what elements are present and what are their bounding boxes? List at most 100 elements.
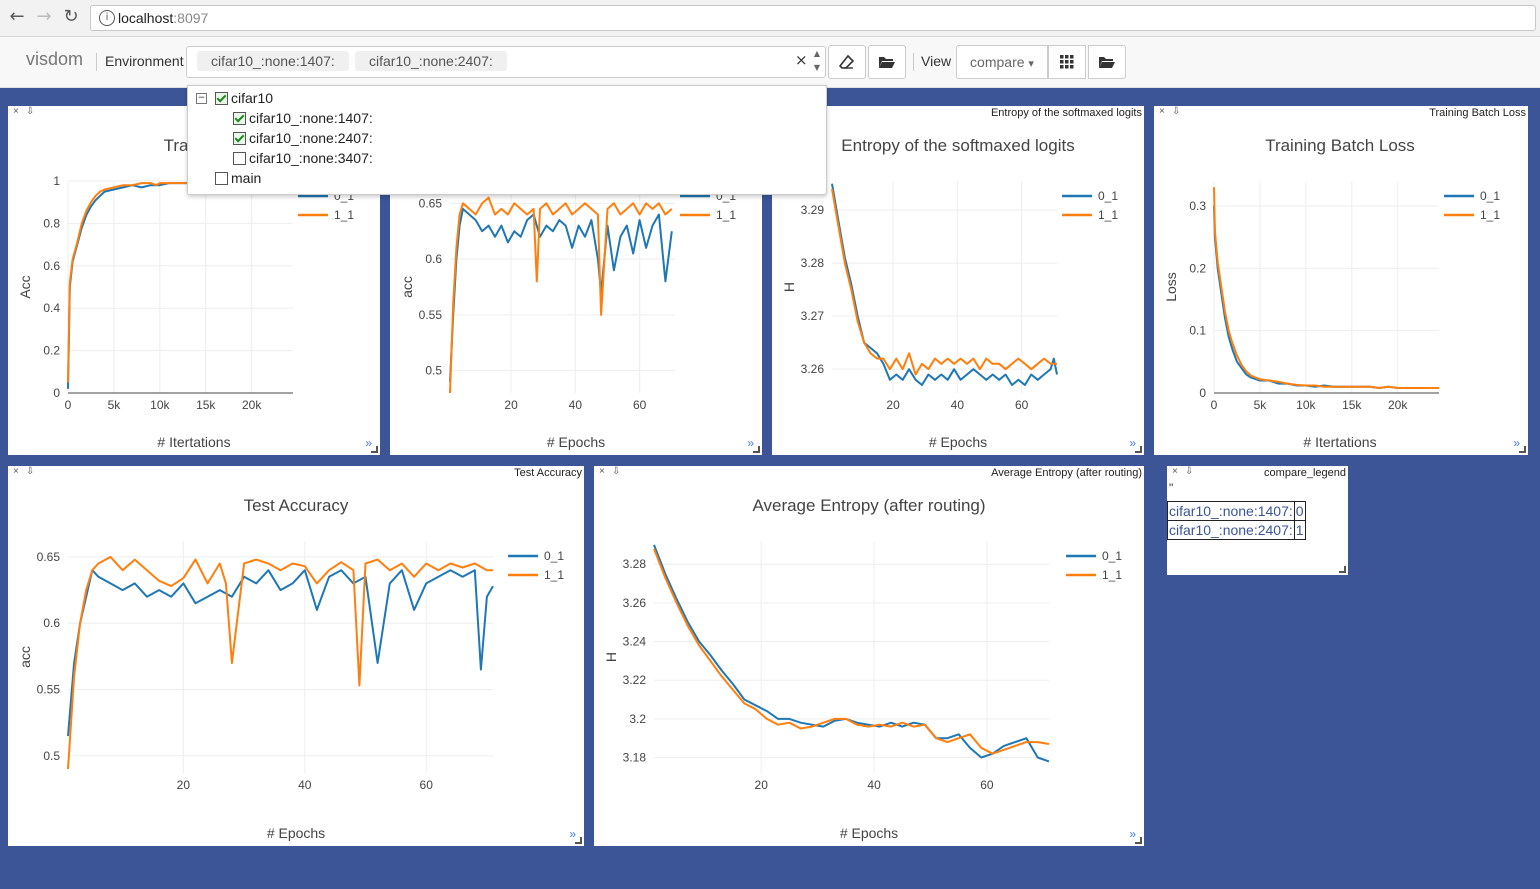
env-chip[interactable]: cifar10_:none:2407: bbox=[355, 51, 507, 71]
x-axis-label: # Epochs bbox=[840, 825, 898, 841]
close-icon[interactable]: × bbox=[13, 466, 19, 477]
collapse-icon[interactable]: − bbox=[196, 92, 207, 104]
close-icon[interactable]: × bbox=[1172, 466, 1178, 477]
tree-label: cifar10_:none:1407: bbox=[249, 110, 373, 126]
spinner-icon[interactable]: ▲ ▼ bbox=[813, 49, 821, 72]
resize-handle[interactable] bbox=[371, 446, 378, 453]
tree-item-main[interactable]: main bbox=[215, 169, 261, 187]
info-icon[interactable]: i bbox=[99, 10, 115, 26]
series-line-1_1 bbox=[449, 196, 673, 394]
x-tick-label: 60 bbox=[420, 778, 434, 792]
checkbox-checked-icon[interactable] bbox=[215, 91, 228, 105]
environment-label: Environment bbox=[105, 53, 184, 69]
y-tick-label: 0.6 bbox=[43, 616, 60, 630]
divider bbox=[913, 53, 914, 71]
address-bar[interactable]: i localhost:8097 bbox=[90, 5, 1536, 31]
tree-label: cifar10 bbox=[231, 90, 274, 106]
env-chip[interactable]: cifar10_:none:1407: bbox=[197, 51, 349, 71]
expand-icon[interactable]: » bbox=[747, 436, 754, 450]
forward-icon[interactable]: → bbox=[36, 6, 52, 27]
clear-icon[interactable]: × bbox=[795, 51, 808, 69]
eraser-icon bbox=[838, 54, 855, 69]
compare-legend-pane[interactable]: × ⇩ compare_legend " cifar10_:none:1407:… bbox=[1167, 466, 1348, 575]
expand-icon[interactable]: » bbox=[569, 827, 576, 841]
close-icon[interactable]: × bbox=[599, 466, 605, 477]
close-icon[interactable]: × bbox=[1159, 106, 1165, 117]
expand-icon[interactable]: » bbox=[1129, 436, 1136, 450]
checkbox-icon[interactable] bbox=[215, 171, 228, 185]
tree-label: cifar10_:none:3407: bbox=[249, 150, 373, 166]
x-tick-label: 20k bbox=[242, 398, 262, 412]
y-tick-label: 0.3 bbox=[1189, 199, 1206, 213]
divider bbox=[96, 53, 97, 71]
expand-icon[interactable]: » bbox=[1513, 436, 1520, 450]
series-line-1_1 bbox=[653, 548, 1050, 755]
legend-label: 1_1 bbox=[1480, 208, 1500, 222]
x-tick-label: 20 bbox=[755, 778, 769, 792]
view-folder-button[interactable] bbox=[1088, 45, 1126, 79]
download-icon[interactable]: ⇩ bbox=[1172, 106, 1181, 117]
reload-icon[interactable]: ↻ bbox=[63, 6, 79, 27]
table-row: cifar10_:none:1407: 0 bbox=[1167, 501, 1306, 521]
plot-pane-test-acc[interactable]: × ⇩ Test Accuracy 20 40 60 0.5 0.55 0.6 0.65 Test … bbox=[8, 466, 584, 846]
x-tick-label: 0 bbox=[1211, 398, 1218, 412]
series-line-0_1 bbox=[831, 183, 1058, 386]
eraser-button[interactable] bbox=[828, 45, 866, 79]
chart-title: Training Batch Loss bbox=[1265, 136, 1415, 155]
checkbox-icon[interactable] bbox=[233, 151, 246, 165]
y-tick-label: 3.2 bbox=[629, 712, 646, 726]
tree-item-env[interactable]: cifar10_:none:1407: bbox=[233, 109, 373, 127]
brand-logo[interactable]: visdom bbox=[26, 49, 84, 69]
expand-icon[interactable]: » bbox=[365, 436, 372, 450]
series-line-1_1 bbox=[831, 188, 1057, 376]
legend-label: 1_1 bbox=[1102, 568, 1122, 582]
resize-handle[interactable] bbox=[753, 446, 760, 453]
series-line-0_1 bbox=[67, 182, 289, 389]
x-tick-label: 60 bbox=[1015, 398, 1029, 412]
grid-layout-button[interactable] bbox=[1048, 45, 1086, 79]
download-icon[interactable]: ⇩ bbox=[1185, 466, 1194, 477]
x-tick-label: 15k bbox=[1342, 398, 1362, 412]
plot-pane-batch-loss[interactable]: × ⇩ Training Batch Loss 0 5k 10k 15k 20k 0 0.1 0.2… bbox=[1154, 106, 1528, 455]
tree-item-env[interactable]: cifar10_:none:2407: bbox=[233, 129, 373, 147]
download-icon[interactable]: ⇩ bbox=[26, 106, 35, 117]
pane-title: Training Batch Loss bbox=[1429, 107, 1526, 119]
pane-title: compare_legend bbox=[1264, 467, 1346, 479]
expand-icon[interactable]: » bbox=[1129, 827, 1136, 841]
tree-item-env[interactable]: cifar10_:none:3407: bbox=[233, 149, 373, 167]
legend-env: cifar10_:none:2407: bbox=[1167, 520, 1295, 540]
pane-title: Entropy of the softmaxed logits bbox=[990, 107, 1142, 119]
view-select[interactable]: compare ▾ bbox=[956, 45, 1048, 79]
download-icon[interactable]: ⇩ bbox=[612, 466, 621, 477]
plot-pane-entropy-logits[interactable]: ×⇩Entropy of the softmaxed logits2040603… bbox=[772, 106, 1144, 455]
tree-group-cifar10[interactable]: − cifar10 bbox=[196, 89, 273, 107]
legend-label: 0_1 bbox=[1098, 189, 1118, 203]
resize-handle[interactable] bbox=[1519, 446, 1526, 453]
environment-select[interactable]: cifar10_:none:1407: cifar10_:none:2407: … bbox=[186, 46, 826, 78]
line-chart: 20 40 60 3.26 3.27 3.28 3.29 Entropy of the sof… bbox=[781, 136, 1118, 450]
series-line-1_1 bbox=[67, 555, 493, 770]
y-tick-label: 0 bbox=[53, 386, 60, 400]
y-tick-label: 0.55 bbox=[37, 682, 61, 696]
resize-handle[interactable] bbox=[1339, 566, 1346, 573]
y-tick-label: 3.26 bbox=[801, 362, 825, 376]
resize-handle[interactable] bbox=[575, 837, 582, 844]
back-icon[interactable]: ← bbox=[9, 6, 25, 27]
open-folder-button[interactable] bbox=[868, 45, 906, 79]
download-icon[interactable]: ⇩ bbox=[26, 466, 35, 477]
plot-pane-avg-entropy[interactable]: × ⇩ Average Entropy (after routing) 20 40 60 3… bbox=[594, 466, 1144, 846]
resize-handle[interactable] bbox=[1135, 446, 1142, 453]
y-tick-label: 0.6 bbox=[43, 259, 60, 273]
x-tick-label: 10k bbox=[150, 398, 170, 412]
tree-label: main bbox=[231, 170, 262, 186]
close-icon[interactable]: × bbox=[13, 106, 19, 117]
checkbox-checked-icon[interactable] bbox=[233, 111, 246, 125]
x-tick-label: 20k bbox=[1388, 398, 1408, 412]
line-chart: 20 40 60 0.5 0.55 0.6 0.65 Test Accuracy # Epoch… bbox=[17, 496, 564, 841]
legend-quote: " bbox=[1169, 481, 1174, 495]
resize-handle[interactable] bbox=[1135, 837, 1142, 844]
series-line-0_1 bbox=[1213, 205, 1439, 389]
x-tick-label: 5k bbox=[1254, 398, 1268, 412]
legend-label: 1_1 bbox=[1098, 208, 1118, 222]
checkbox-checked-icon[interactable] bbox=[233, 131, 246, 145]
